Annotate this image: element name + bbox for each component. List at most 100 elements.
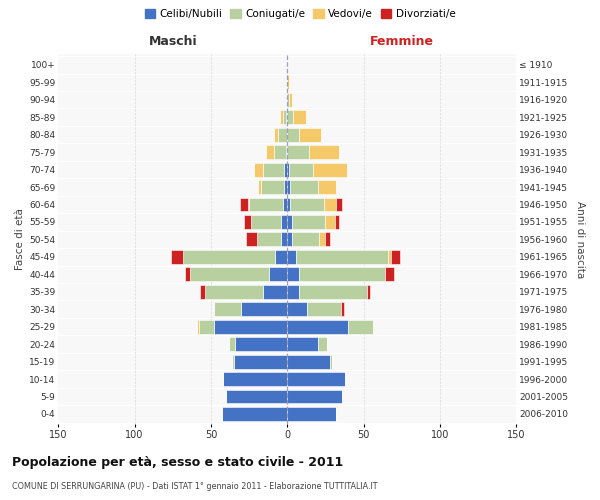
Bar: [287, 215, 292, 229]
Bar: [307, 302, 341, 316]
Bar: [249, 198, 283, 211]
Bar: [336, 198, 342, 211]
Bar: [269, 268, 287, 281]
Bar: [229, 337, 235, 351]
Bar: [287, 232, 292, 246]
Bar: [319, 232, 325, 246]
Bar: [274, 145, 286, 159]
Bar: [246, 232, 257, 246]
Bar: [330, 354, 332, 368]
Bar: [240, 198, 248, 211]
Bar: [287, 354, 330, 368]
Bar: [197, 320, 199, 334]
Bar: [254, 162, 263, 176]
Bar: [287, 145, 308, 159]
Bar: [199, 320, 214, 334]
Bar: [263, 162, 284, 176]
Bar: [223, 372, 287, 386]
Bar: [287, 320, 349, 334]
Bar: [248, 198, 249, 211]
Text: Maschi: Maschi: [148, 35, 197, 48]
Bar: [234, 354, 287, 368]
Bar: [341, 302, 344, 316]
Bar: [299, 128, 321, 141]
Bar: [287, 407, 336, 421]
Bar: [258, 180, 261, 194]
Bar: [281, 232, 287, 246]
Bar: [287, 76, 289, 90]
Bar: [287, 302, 307, 316]
Bar: [385, 268, 394, 281]
Bar: [278, 128, 287, 141]
Bar: [293, 110, 305, 124]
Bar: [287, 93, 289, 106]
Bar: [261, 180, 284, 194]
Bar: [287, 162, 289, 176]
Bar: [313, 162, 347, 176]
Bar: [185, 268, 190, 281]
Bar: [335, 215, 339, 229]
Bar: [241, 302, 287, 316]
Bar: [286, 110, 287, 124]
Bar: [284, 162, 287, 176]
Bar: [290, 180, 318, 194]
Bar: [286, 93, 287, 106]
Y-axis label: Fasce di età: Fasce di età: [15, 208, 25, 270]
Bar: [325, 215, 335, 229]
Bar: [244, 215, 251, 229]
Bar: [287, 180, 290, 194]
Bar: [287, 372, 345, 386]
Bar: [257, 232, 281, 246]
Bar: [287, 337, 318, 351]
Bar: [190, 268, 269, 281]
Y-axis label: Anni di nascita: Anni di nascita: [575, 201, 585, 278]
Bar: [289, 93, 292, 106]
Bar: [184, 250, 275, 264]
Bar: [214, 320, 287, 334]
Bar: [367, 285, 370, 299]
Bar: [235, 337, 287, 351]
Bar: [318, 337, 327, 351]
Bar: [289, 162, 313, 176]
Bar: [171, 250, 184, 264]
Bar: [280, 110, 283, 124]
Bar: [287, 198, 290, 211]
Bar: [251, 215, 281, 229]
Bar: [275, 250, 287, 264]
Bar: [281, 215, 287, 229]
Bar: [287, 285, 299, 299]
Bar: [299, 268, 385, 281]
Bar: [266, 145, 274, 159]
Bar: [292, 215, 325, 229]
Bar: [284, 180, 287, 194]
Bar: [200, 285, 205, 299]
Bar: [296, 250, 388, 264]
Bar: [325, 232, 330, 246]
Text: COMUNE DI SERRUNGARINA (PU) - Dati ISTAT 1° gennaio 2011 - Elaborazione TUTTITAL: COMUNE DI SERRUNGARINA (PU) - Dati ISTAT…: [12, 482, 377, 491]
Bar: [292, 232, 319, 246]
Bar: [283, 110, 286, 124]
Bar: [287, 110, 293, 124]
Bar: [232, 354, 234, 368]
Bar: [308, 145, 339, 159]
Bar: [391, 250, 400, 264]
Bar: [287, 250, 296, 264]
Legend: Celibi/Nubili, Coniugati/e, Vedovi/e, Divorziati/e: Celibi/Nubili, Coniugati/e, Vedovi/e, Di…: [140, 5, 460, 24]
Bar: [286, 145, 287, 159]
Bar: [388, 250, 391, 264]
Bar: [287, 390, 342, 404]
Bar: [214, 302, 241, 316]
Text: Popolazione per età, sesso e stato civile - 2011: Popolazione per età, sesso e stato civil…: [12, 456, 343, 469]
Bar: [299, 285, 367, 299]
Bar: [205, 285, 263, 299]
Bar: [290, 198, 324, 211]
Bar: [226, 390, 287, 404]
Bar: [318, 180, 336, 194]
Bar: [287, 128, 299, 141]
Bar: [274, 128, 278, 141]
Bar: [287, 268, 299, 281]
Bar: [283, 198, 287, 211]
Bar: [324, 198, 336, 211]
Bar: [221, 407, 287, 421]
Bar: [349, 320, 373, 334]
